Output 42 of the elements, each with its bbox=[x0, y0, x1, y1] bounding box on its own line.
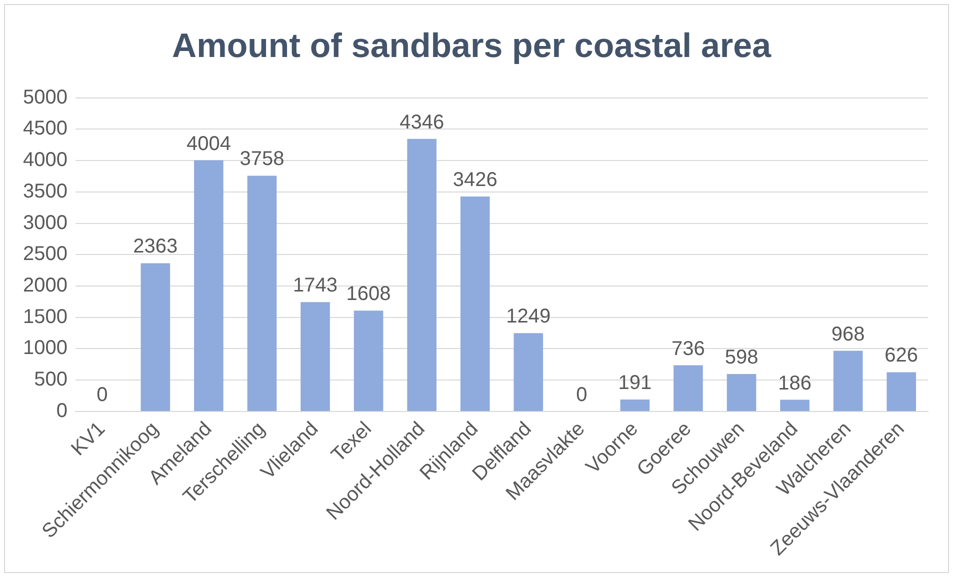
data-label: 0 bbox=[96, 384, 108, 406]
bar bbox=[514, 333, 544, 411]
bar bbox=[247, 176, 277, 411]
bar bbox=[833, 350, 863, 411]
data-label: 4004 bbox=[186, 132, 231, 155]
data-label: 1249 bbox=[506, 306, 551, 328]
bar bbox=[726, 374, 756, 411]
data-label: 2363 bbox=[133, 236, 178, 258]
y-tick-label: 2500 bbox=[22, 243, 68, 266]
bar bbox=[354, 310, 384, 411]
y-tick-label: 0 bbox=[56, 400, 68, 422]
bar bbox=[194, 160, 224, 411]
y-tick-label: 3000 bbox=[22, 212, 68, 234]
y-tick-label: 4500 bbox=[22, 118, 68, 140]
data-label: 1608 bbox=[346, 283, 391, 306]
y-tick-label: 500 bbox=[34, 368, 68, 391]
y-tick-label: 5000 bbox=[22, 86, 68, 108]
bar bbox=[460, 196, 490, 411]
bar bbox=[140, 263, 170, 411]
data-label: 598 bbox=[724, 346, 758, 368]
y-tick-label: 4000 bbox=[22, 149, 68, 172]
data-label: 1743 bbox=[293, 274, 338, 297]
bar bbox=[674, 365, 703, 411]
data-label: 0 bbox=[576, 384, 588, 406]
bar bbox=[780, 400, 810, 411]
y-tick-label: 3500 bbox=[22, 180, 68, 202]
data-label: 626 bbox=[884, 344, 918, 367]
data-label: 186 bbox=[778, 372, 812, 394]
data-label: 968 bbox=[831, 323, 865, 346]
bar bbox=[300, 302, 330, 411]
data-label: 4346 bbox=[400, 111, 444, 134]
bar bbox=[620, 399, 650, 411]
bar bbox=[886, 372, 916, 411]
data-label: 191 bbox=[618, 372, 652, 394]
y-tick-label: 2000 bbox=[22, 274, 68, 297]
data-label: 3426 bbox=[452, 169, 498, 192]
y-tick-label: 1000 bbox=[22, 337, 68, 360]
bar bbox=[407, 138, 436, 411]
chart-title: Amount of sandbars per coastal area bbox=[172, 26, 772, 65]
data-label: 3758 bbox=[240, 148, 284, 170]
y-tick-label: 1500 bbox=[22, 306, 68, 328]
data-label: 736 bbox=[672, 338, 705, 360]
